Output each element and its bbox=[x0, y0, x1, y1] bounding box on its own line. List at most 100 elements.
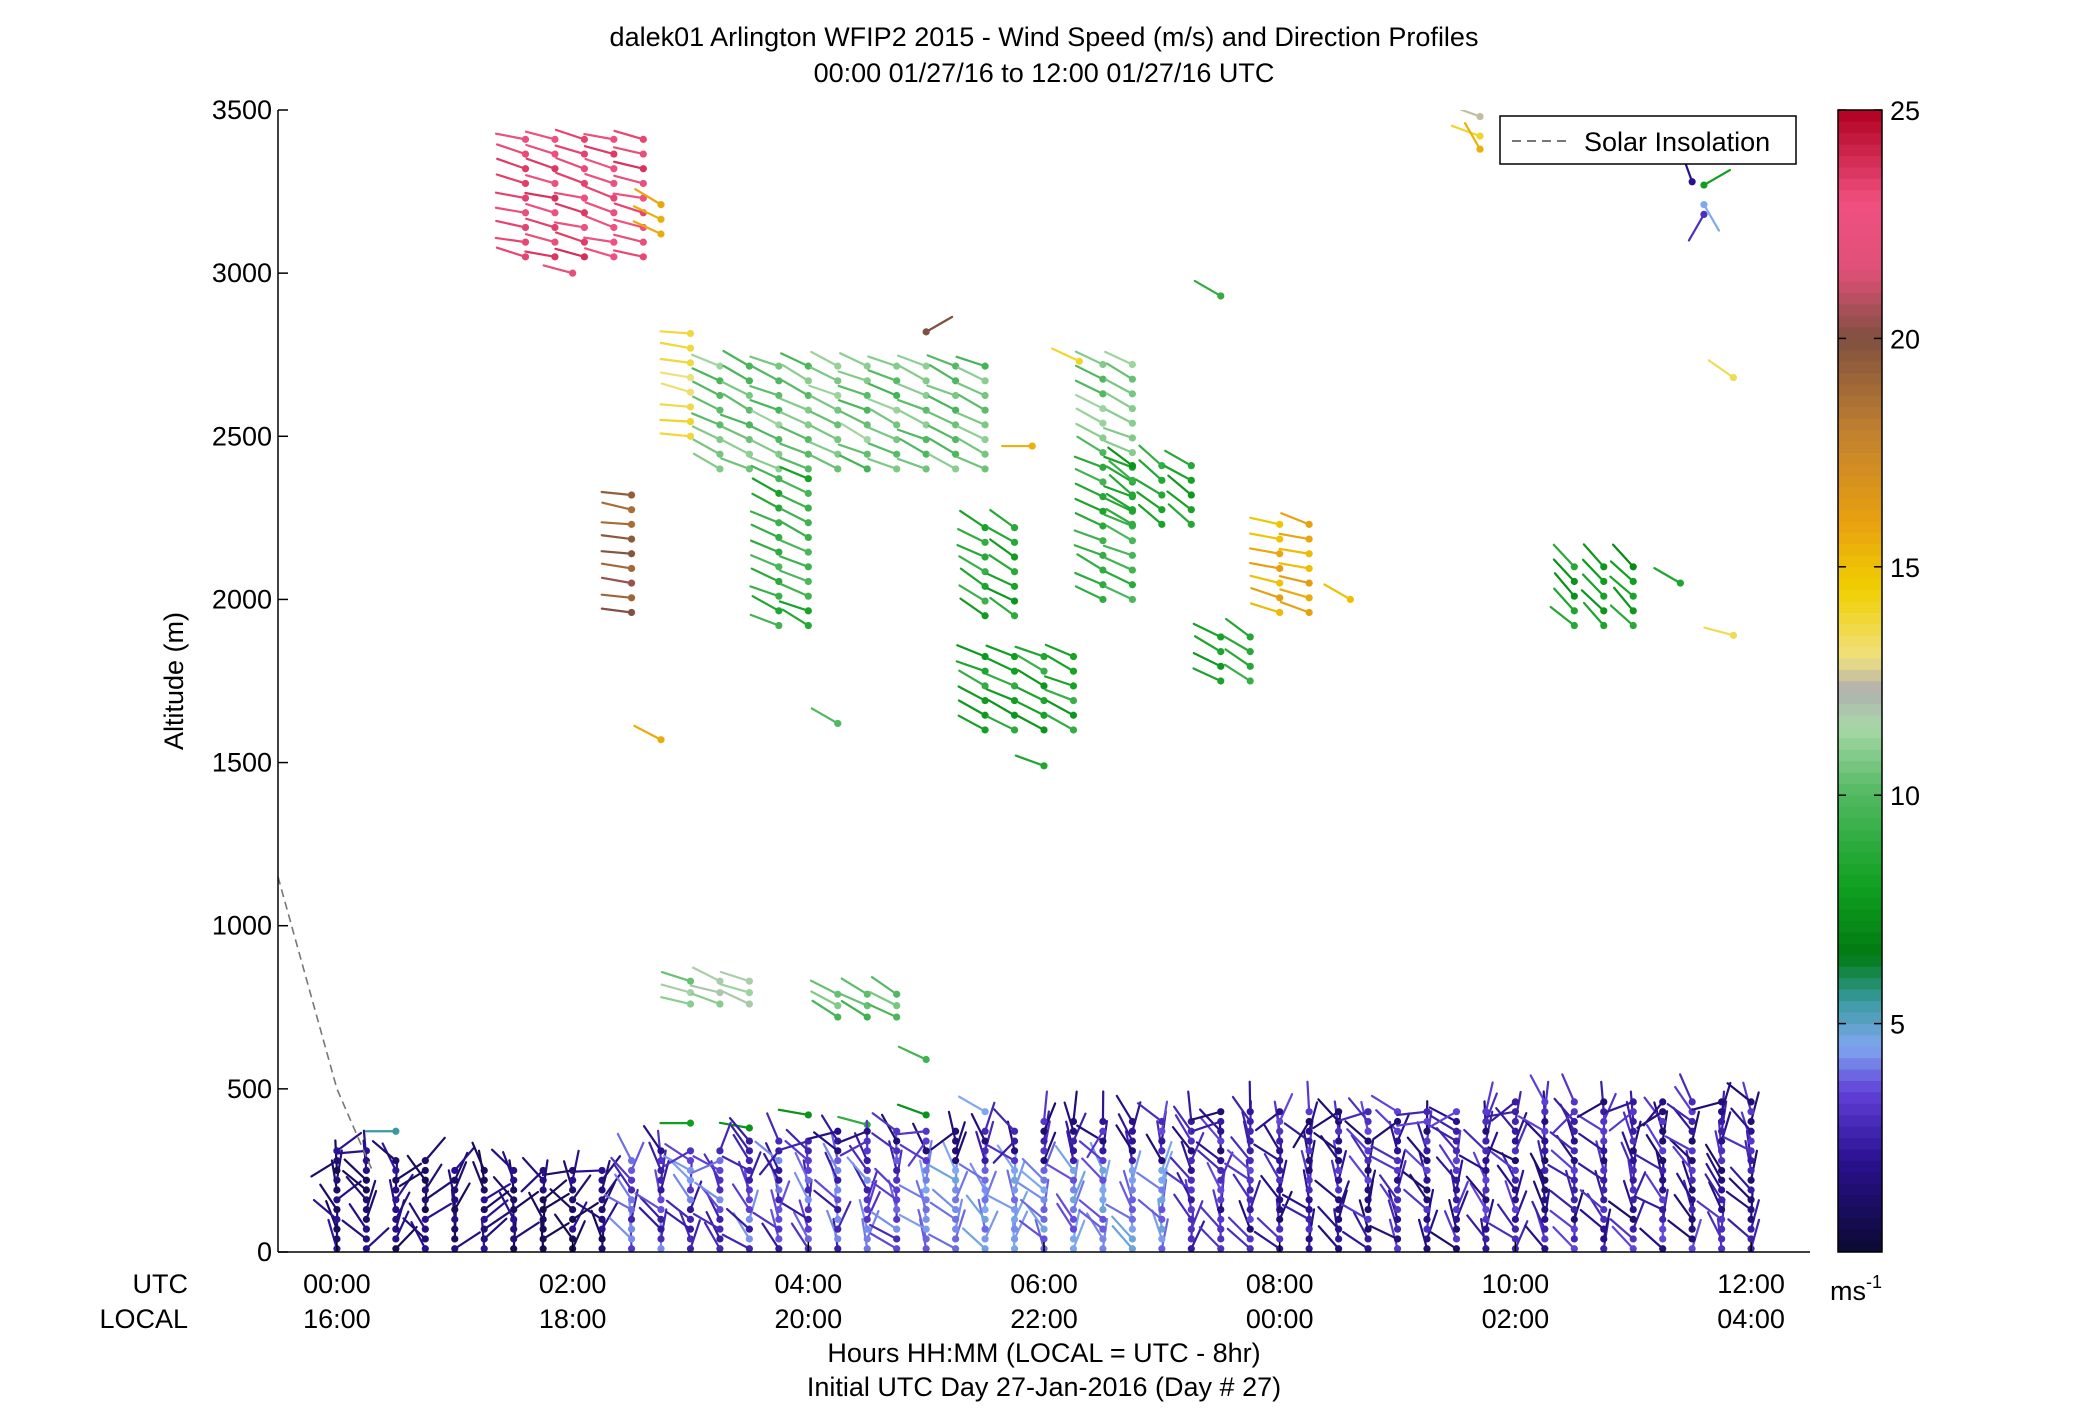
wind-barb-shaft bbox=[1438, 1144, 1458, 1172]
wind-barb-dot bbox=[716, 1215, 724, 1223]
wind-barb-dot bbox=[1158, 1215, 1166, 1223]
wind-barb bbox=[665, 1210, 695, 1233]
wind-barb-shaft bbox=[691, 367, 722, 382]
wind-barb bbox=[584, 215, 618, 232]
wind-barb-shaft bbox=[1581, 573, 1605, 598]
wind-barb-dot bbox=[893, 421, 901, 429]
x-tick-label-local: 20:00 bbox=[775, 1304, 843, 1334]
wind-barb-shaft bbox=[1691, 1218, 1702, 1250]
wind-barb-dot bbox=[1570, 592, 1578, 600]
wind-barb bbox=[1275, 1198, 1284, 1233]
wind-barb bbox=[1402, 1170, 1431, 1194]
wind-barb-shaft bbox=[840, 1000, 869, 1019]
wind-barb-shaft bbox=[814, 1179, 839, 1201]
wind-barb-shaft bbox=[345, 1175, 368, 1201]
wind-barb-dot bbox=[952, 1205, 960, 1214]
wind-barb-shaft bbox=[528, 1191, 545, 1221]
wind-barb bbox=[1645, 1134, 1667, 1165]
wind-barb bbox=[1706, 1152, 1726, 1184]
wind-barb bbox=[779, 539, 812, 556]
wind-barb bbox=[1576, 1098, 1608, 1119]
wind-barb bbox=[1136, 491, 1166, 514]
wind-barb bbox=[421, 1178, 429, 1214]
wind-barb bbox=[1115, 1094, 1136, 1126]
wind-barb-shaft bbox=[1280, 512, 1311, 526]
wind-barb-shaft bbox=[830, 1130, 839, 1162]
wind-barb bbox=[310, 1157, 341, 1178]
wind-barb-dot bbox=[1246, 1225, 1254, 1233]
wind-barb bbox=[721, 1233, 753, 1252]
wind-barb-shaft bbox=[1463, 122, 1482, 151]
wind-barb-shaft bbox=[1173, 1105, 1193, 1133]
wind-barb-dot bbox=[1305, 1235, 1313, 1243]
wind-barb-shaft bbox=[608, 1217, 633, 1241]
wind-barb bbox=[1025, 1203, 1048, 1233]
wind-barb-shaft bbox=[721, 425, 751, 441]
wind-barb-dot bbox=[1511, 1147, 1519, 1155]
wind-barb-shaft bbox=[1044, 688, 1075, 702]
wind-barb-shaft bbox=[542, 1192, 570, 1211]
wind-barb-dot bbox=[1305, 1215, 1313, 1223]
wind-barb-shaft bbox=[986, 715, 1016, 732]
wind-barb-shaft bbox=[310, 1159, 339, 1178]
wind-barb bbox=[863, 1191, 881, 1223]
wind-barb-dot bbox=[1393, 1137, 1402, 1145]
wind-barb-dot bbox=[775, 1186, 783, 1194]
wind-barb-dot bbox=[1010, 1225, 1019, 1233]
wind-barb bbox=[600, 490, 636, 499]
wind-barb-shaft bbox=[1333, 1208, 1340, 1241]
wind-barb-shaft bbox=[867, 355, 898, 368]
wind-barb-shaft bbox=[424, 1181, 452, 1201]
wind-barb-dot bbox=[952, 1166, 960, 1175]
wind-barb-dot bbox=[1482, 1166, 1490, 1175]
wind-barb-dot bbox=[510, 1235, 518, 1243]
wind-barb bbox=[1417, 1218, 1431, 1252]
wind-barb-shaft bbox=[1225, 617, 1252, 639]
wind-barb-dot bbox=[1659, 1196, 1667, 1204]
wind-barb-dot bbox=[1570, 1196, 1578, 1204]
wind-barb-dot bbox=[1305, 1205, 1313, 1214]
wind-barb-dot bbox=[1099, 1215, 1107, 1223]
wind-barb-dot bbox=[1600, 1235, 1608, 1243]
wind-barb-shaft bbox=[986, 587, 1016, 603]
colorbar-segment bbox=[1838, 669, 1882, 682]
wind-barb-dot bbox=[569, 1215, 577, 1223]
wind-barb bbox=[584, 201, 618, 217]
wind-barb-shaft bbox=[1674, 1085, 1694, 1113]
wind-barb-dot bbox=[1511, 1127, 1519, 1135]
wind-barb-dot bbox=[1570, 1205, 1578, 1214]
wind-barb-dot bbox=[981, 1225, 989, 1233]
wind-barb bbox=[1104, 350, 1136, 369]
wind-barb-shaft bbox=[1578, 1132, 1605, 1152]
wind-barb-shaft bbox=[1167, 474, 1193, 497]
wind-barb bbox=[1416, 1121, 1431, 1155]
wind-barb bbox=[1522, 1118, 1549, 1145]
wind-barb-dot bbox=[1128, 434, 1136, 442]
wind-barb-dot bbox=[1099, 449, 1107, 457]
wind-barb-dot bbox=[1217, 1108, 1225, 1116]
wind-barb bbox=[981, 1210, 999, 1243]
wind-barb-shaft bbox=[1341, 1203, 1370, 1221]
wind-barb-dot bbox=[1099, 390, 1107, 398]
wind-barb bbox=[1577, 1114, 1608, 1135]
wind-barb-dot bbox=[1482, 1157, 1490, 1165]
wind-barb bbox=[480, 1199, 509, 1223]
wind-barb-dot bbox=[1010, 1147, 1019, 1155]
wind-barb-shaft bbox=[1717, 1119, 1723, 1152]
wind-barb-shaft bbox=[790, 1222, 810, 1250]
colorbar-segment bbox=[1838, 943, 1882, 956]
wind-barb bbox=[1276, 1093, 1294, 1126]
wind-barb-dot bbox=[1393, 1186, 1402, 1194]
wind-barb bbox=[1253, 1143, 1284, 1165]
colorbar-segment bbox=[1838, 1240, 1882, 1253]
wind-barb-dot bbox=[922, 1176, 930, 1184]
colorbar-segment bbox=[1838, 1000, 1882, 1013]
wind-barb-dot bbox=[1511, 1108, 1519, 1116]
x-axis-label: Hours HH:MM (LOCAL = UTC - 8hr) bbox=[827, 1338, 1260, 1368]
wind-barb bbox=[1021, 1157, 1048, 1184]
wind-barb-shaft bbox=[553, 191, 586, 200]
wind-barb-shaft bbox=[1117, 1113, 1134, 1143]
wind-barb bbox=[1317, 1205, 1343, 1233]
wind-barb-dot bbox=[863, 1127, 871, 1135]
wind-barb-dot bbox=[1511, 1166, 1519, 1175]
